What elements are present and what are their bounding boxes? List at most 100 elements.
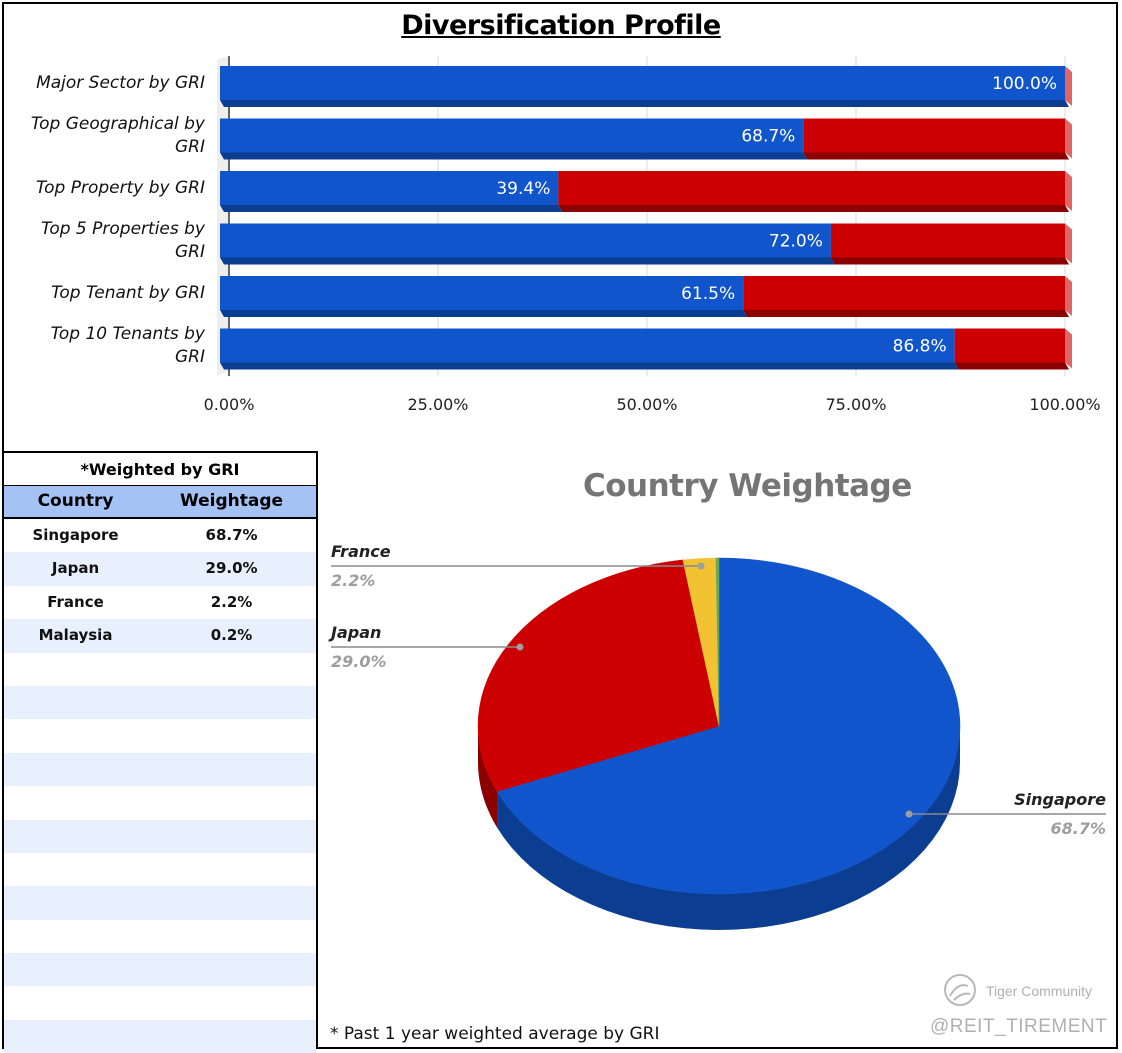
bar-x-tick-label: 75.00% [825, 395, 887, 414]
watermark-handle: @REIT_TIREMENT [930, 1016, 1108, 1037]
bar-category-label-line: GRI [175, 346, 205, 367]
cell-weightage: 2.2% [210, 592, 253, 611]
pie-slice-side-singapore [497, 726, 960, 930]
table-row [4, 819, 316, 853]
table-row: France 2.2% [4, 586, 316, 619]
bar-chart: 100.0% 68.7% 39.4% 72.0% 61.5% 86.8% [217, 56, 1072, 376]
header-country: Country [37, 491, 114, 511]
bar-end-cap [1065, 223, 1072, 264]
table-title: *Weighted by GRI [4, 453, 316, 486]
leader-line-japan-dot [516, 643, 524, 651]
cell-weightage: 68.7% [205, 526, 258, 544]
bar-segment-shadow [803, 152, 1069, 160]
bar-category-label-line: Top Tenant by GRI [51, 282, 205, 303]
table-body: Singapore 68.7% Japan 29.0% France 2.2% Malays… [4, 519, 316, 1053]
bar-category-label-line: Top Property by GRI [35, 177, 205, 198]
table-row [4, 1019, 316, 1053]
pie-slice-side-japan [478, 726, 498, 828]
bar-remainder [558, 171, 1065, 205]
table-row [4, 685, 316, 720]
cell-country: Japan [51, 559, 100, 578]
bar-remainder [830, 223, 1065, 258]
bar-remainder [954, 328, 1065, 363]
callout-france-value: 2.2% [331, 571, 376, 590]
table-row [4, 886, 316, 920]
cell-country: France [47, 592, 104, 611]
bar-segment-shadow [830, 257, 1069, 265]
bar-share [220, 66, 1065, 100]
callout-japan-name: Japan [331, 623, 382, 642]
table-row: Malaysia 0.2% [4, 619, 316, 653]
bar-segment-shadow [220, 100, 1069, 107]
watermark-brand: Tiger Community [986, 983, 1093, 999]
footnote: * Past 1 year weighted average by GRI [330, 1024, 660, 1044]
bar-end-cap [1065, 328, 1072, 369]
bar-category-label-line: Top Geographical by [30, 113, 205, 134]
bar-data-label: 86.8% [893, 337, 947, 357]
bar-data-label: 39.4% [496, 179, 550, 199]
bar-category-label: Top Property by GRI [15, 177, 205, 200]
bar-category-label-line: GRI [175, 136, 205, 157]
bar-category-label: Top 10 Tenants by GRI [15, 323, 205, 369]
bar-category-label: Top Geographical by GRI [15, 113, 205, 159]
bar-share [220, 118, 804, 153]
bar-x-tick-label: 100.00% [1029, 395, 1101, 414]
table-header: Country Weightage [4, 486, 316, 519]
callout-france-name: France [331, 542, 391, 561]
bar-end-cap [1065, 118, 1072, 159]
bar-data-label: 68.7% [741, 127, 795, 147]
bar-share [220, 276, 744, 310]
bar-data-label: 72.0% [769, 232, 823, 252]
header-weightage: Weightage [180, 491, 284, 511]
bar-end-cap [1065, 66, 1072, 106]
bar-x-tick-label: 25.00% [407, 395, 469, 414]
bar-segment-shadow [220, 310, 748, 317]
callout-singapore-name: Singapore [1014, 790, 1106, 809]
bar-segment-shadow [220, 257, 835, 265]
bar-data-label: 100.0% [992, 74, 1057, 94]
table-row: Singapore 68.7% [4, 519, 316, 552]
leader-line-france-dot [697, 562, 705, 570]
cell-weightage: 0.2% [210, 626, 253, 645]
pie-slice-singapore [496, 557, 961, 895]
bar-category-label: Top Tenant by GRI [15, 282, 205, 305]
bar-x-tick-label: 0.00% [203, 395, 255, 414]
bar-category-label-line: Top 10 Tenants by [50, 323, 205, 344]
bar-end-cap [1065, 171, 1072, 211]
bar-end-cap [1065, 276, 1072, 316]
bar-remainder [803, 118, 1065, 153]
bar-chart-title: Diversification Profile [401, 10, 721, 41]
weightage-table: *Weighted by GRI Country Weightage Singa… [4, 451, 318, 1053]
pie-slice-malaysia [715, 557, 720, 727]
bar-segment-shadow [220, 205, 563, 212]
pie-chart-title: Country Weightage [583, 468, 912, 504]
bar-category-label-line: Major Sector by GRI [36, 72, 205, 93]
table-row [4, 953, 316, 987]
bar-x-tick-label: 50.00% [616, 395, 678, 414]
callout-japan-value: 29.0% [331, 652, 387, 671]
bar-category-label-line: Top 5 Properties by [41, 218, 205, 239]
leader-line-singapore-dot [905, 810, 913, 818]
bar-segment-shadow [220, 362, 959, 370]
bar-remainder [743, 276, 1065, 310]
bar-segment-shadow [743, 310, 1069, 317]
bar-category-label-line: GRI [175, 241, 205, 262]
bar-category-label: Major Sector by GRI [15, 72, 205, 95]
bar-share [220, 223, 831, 258]
bar-category-label: Top 5 Properties by GRI [15, 218, 205, 264]
bar-segment-shadow [954, 362, 1069, 370]
bar-data-label: 61.5% [681, 284, 735, 304]
cell-weightage: 29.0% [205, 559, 258, 578]
cell-country: Malaysia [38, 626, 113, 645]
bar-segment-shadow [558, 205, 1069, 212]
bar-segment-shadow [220, 152, 808, 160]
cell-country: Singapore [32, 526, 119, 544]
callout-singapore-value: 68.7% [1050, 819, 1106, 838]
bar-share [220, 328, 955, 363]
pie-slice-japan [477, 559, 720, 792]
tiger-logo-icon [944, 974, 976, 1006]
bar-share [220, 171, 559, 205]
table-row: Japan 29.0% [4, 552, 316, 586]
